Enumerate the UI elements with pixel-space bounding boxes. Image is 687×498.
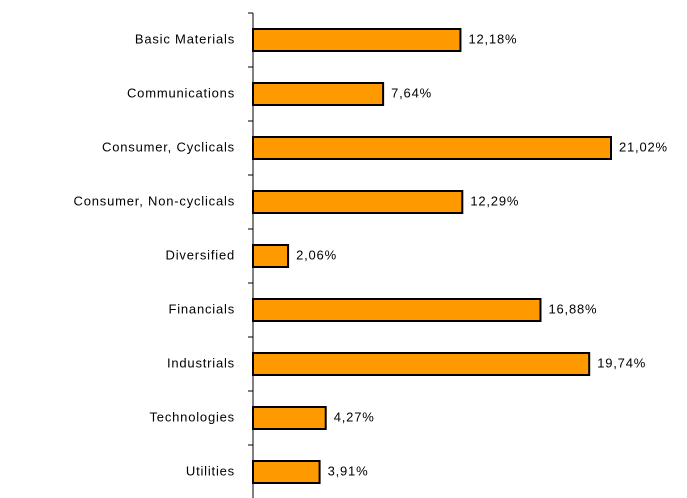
category-label: Diversified xyxy=(166,247,235,262)
category-label: Industrials xyxy=(167,355,235,370)
bar xyxy=(252,406,327,430)
value-label: 19,74% xyxy=(597,355,646,370)
value-label: 7,64% xyxy=(391,85,432,100)
bar xyxy=(252,244,290,268)
category-label: Communications xyxy=(127,85,235,100)
category-label: Utilities xyxy=(186,463,235,478)
value-label: 4,27% xyxy=(334,409,375,424)
category-label: Consumer, Cyclicals xyxy=(102,139,235,154)
bar xyxy=(252,28,462,52)
value-label: 3,91% xyxy=(328,463,369,478)
value-label: 12,29% xyxy=(470,193,519,208)
category-label: Consumer, Non-cyclicals xyxy=(74,193,235,208)
bar xyxy=(252,190,464,214)
value-label: 16,88% xyxy=(548,301,597,316)
bar xyxy=(252,298,542,322)
value-label: 2,06% xyxy=(296,247,337,262)
bar xyxy=(252,460,321,484)
category-label: Basic Materials xyxy=(135,31,235,46)
category-label: Technologies xyxy=(150,409,236,424)
bar xyxy=(252,82,385,106)
category-label: Financials xyxy=(168,301,235,316)
bar xyxy=(252,352,591,376)
value-label: 12,18% xyxy=(468,31,517,46)
value-label: 21,02% xyxy=(619,139,668,154)
bar xyxy=(252,136,612,160)
